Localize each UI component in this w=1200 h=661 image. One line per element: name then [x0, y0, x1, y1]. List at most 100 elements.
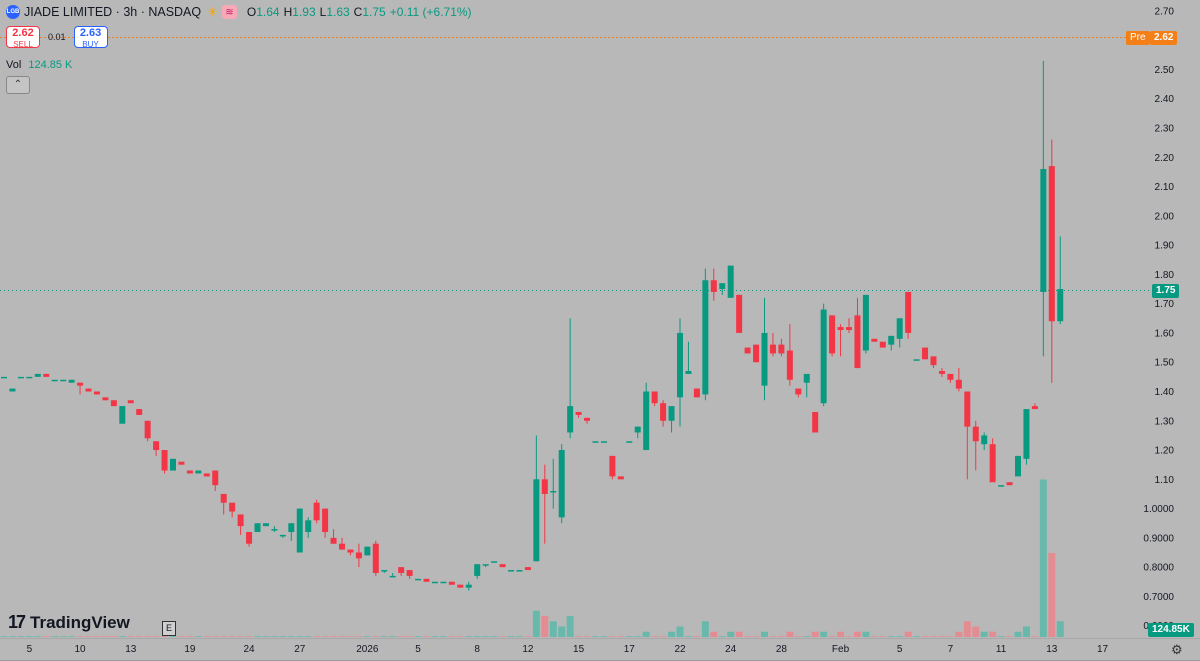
volume-bar: [85, 636, 92, 637]
symbol-logo[interactable]: LGB: [6, 5, 20, 19]
volume-bar: [600, 636, 608, 637]
candle-body: [1048, 166, 1055, 322]
candle-body: [550, 491, 557, 493]
volume-bar: [549, 621, 557, 637]
candle-body: [541, 479, 548, 494]
ohlc-value: 1.63: [326, 5, 350, 19]
buy-button[interactable]: 2.63 BUY: [73, 26, 108, 49]
volume-bar: [51, 636, 59, 637]
volume-bar: [642, 631, 650, 637]
candlesticks: [1, 60, 1064, 591]
time-tick-label: 5: [897, 644, 903, 655]
volume-bar: [625, 636, 633, 637]
volume-bar: [963, 621, 971, 637]
volume-bar: [541, 616, 549, 637]
time-tick-label: 24: [243, 644, 255, 655]
candle-body: [153, 441, 160, 451]
volume-value-tag: 124.85K: [1148, 623, 1194, 637]
volume-bar: [152, 636, 160, 637]
candle-body: [499, 564, 506, 568]
volume-bar: [439, 636, 447, 637]
volume-bar: [110, 636, 118, 637]
candle-body: [127, 400, 134, 404]
market-status-sun-icon[interactable]: ☀: [207, 5, 218, 19]
candle-body: [305, 520, 312, 533]
price-tick-label: 2.70: [1155, 6, 1175, 17]
volume-bar: [287, 636, 295, 637]
candle-body: [702, 280, 709, 395]
volume-bar: [853, 631, 861, 637]
candle-body: [1040, 169, 1047, 292]
time-tick-label: 24: [725, 644, 737, 655]
candle-body: [786, 350, 793, 380]
time-axis[interactable]: 5 10 13 19 24 27 2026 5 8 12 15 17 22 24 28 Feb 5 7 11 13 17: [27, 644, 1109, 655]
candle-body: [220, 493, 227, 503]
candle-body: [372, 543, 379, 573]
collapse-legend-chevron-up-icon[interactable]: ⌃: [6, 76, 30, 94]
price-tick-label: 1.0000: [1143, 504, 1174, 515]
gear-icon[interactable]: ⚙: [1171, 642, 1183, 657]
volume-bar: [761, 631, 768, 637]
spread-value: 0.01: [48, 32, 66, 42]
volume-bar: [42, 636, 50, 637]
volume-bar: [313, 636, 321, 637]
candle-body: [347, 549, 354, 553]
timezone-e-button[interactable]: E: [162, 621, 176, 636]
candle-body: [753, 344, 760, 363]
price-tick-label: 2.10: [1155, 182, 1175, 193]
volume-bar: [34, 636, 42, 637]
volume-bar: [887, 636, 895, 637]
symbol-title[interactable]: JIADE LIMITED · 3h · NASDAQ: [24, 5, 202, 19]
volume-bar: [837, 631, 845, 637]
volume-bar: [68, 636, 76, 637]
volume-bar: [507, 636, 515, 637]
volume-bar: [989, 631, 997, 637]
candle-body: [381, 570, 388, 572]
volume-bar: [346, 636, 354, 637]
sell-button[interactable]: 2.62 SELL: [6, 26, 40, 49]
current-price-tag: 1.75: [1152, 284, 1180, 298]
volume-bar: [465, 636, 473, 637]
time-tick-label: 13: [125, 644, 137, 655]
time-tick-label: 11: [996, 644, 1007, 655]
candle-body: [1006, 482, 1013, 486]
price-tick-label: 1.40: [1155, 387, 1175, 398]
price-tick-label: 1.10: [1155, 475, 1175, 486]
candle-body: [837, 327, 844, 331]
volume-bar: [930, 636, 937, 637]
volume-bar: [913, 636, 921, 637]
volume-bar: [186, 636, 194, 637]
candle-body: [1057, 289, 1064, 322]
volume-bar: [135, 636, 143, 637]
candle-body: [972, 426, 979, 442]
time-tick-label: 5: [415, 644, 421, 655]
candle-body: [85, 388, 92, 392]
candle-body: [584, 417, 591, 421]
volume-label: Vol: [6, 59, 22, 71]
volume-bar: [414, 636, 422, 637]
sell-price: 2.62: [12, 27, 34, 39]
volume-bar: [676, 626, 684, 637]
candle-body: [905, 291, 912, 333]
candle-body: [600, 441, 607, 443]
volume-bar: [524, 636, 532, 637]
indicator-wave-icon[interactable]: ≋: [221, 5, 237, 19]
candle-body: [829, 315, 836, 354]
candle-body: [9, 388, 16, 392]
time-tick-label: 10: [74, 644, 86, 655]
candle-body: [803, 373, 810, 383]
candle-body: [313, 502, 320, 521]
time-tick-label: 22: [674, 644, 686, 655]
volume-bar: [575, 636, 583, 637]
candle-body: [322, 508, 329, 533]
tradingview-logo[interactable]: 17 TradingView: [8, 612, 130, 633]
volume-bar: [777, 636, 785, 637]
candle-body: [981, 435, 988, 445]
volume-bar: [718, 636, 726, 637]
candle-body: [693, 388, 700, 398]
candle-body: [862, 294, 869, 351]
price-axis[interactable]: 2.702.602.502.402.302.202.102.001.901.80…: [1143, 6, 1174, 632]
candle-body: [575, 411, 582, 415]
candle-body: [778, 344, 785, 354]
